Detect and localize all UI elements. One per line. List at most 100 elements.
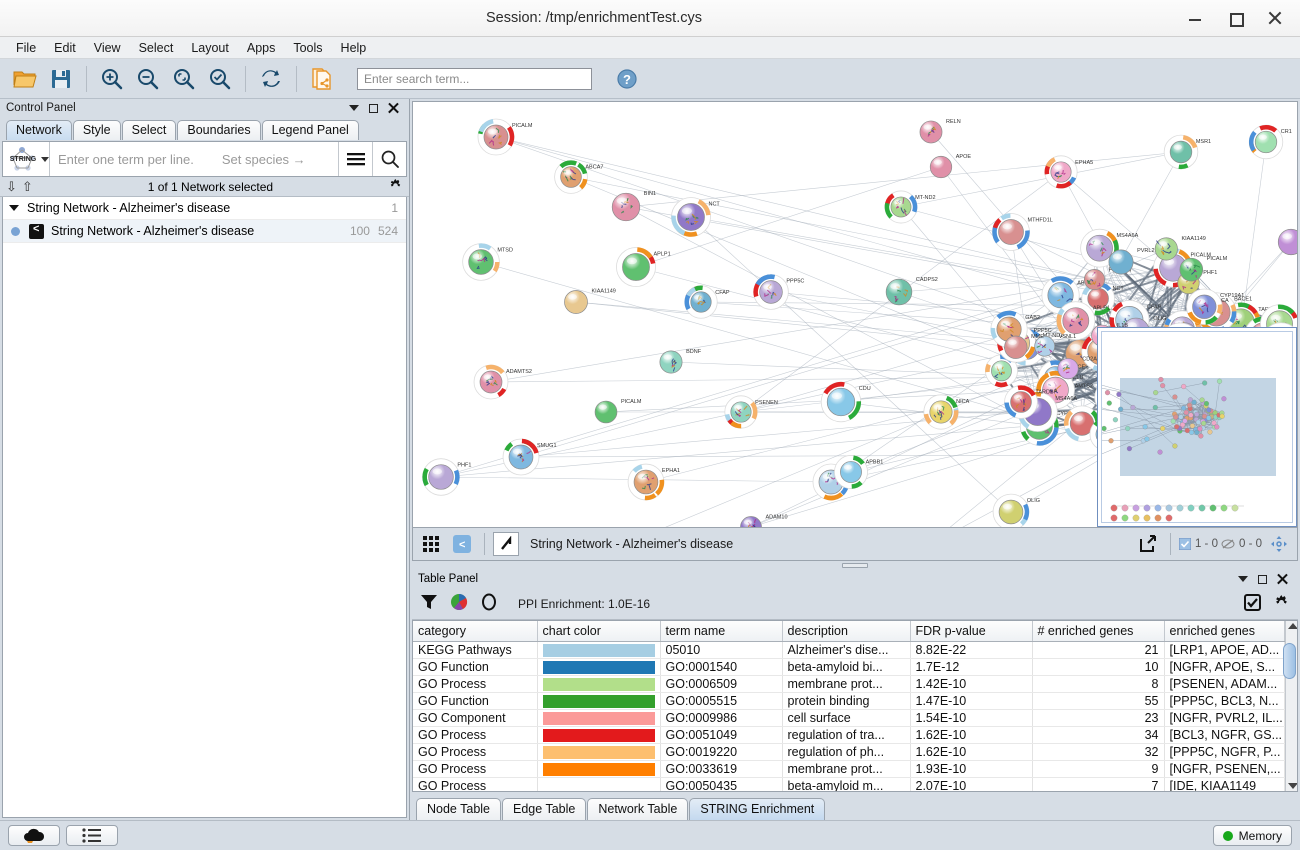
- cloud-icon[interactable]: [8, 825, 60, 846]
- control-panel-header: Control Panel: [0, 99, 409, 117]
- selection-status: 1 of 1 Network selected: [147, 179, 274, 194]
- scroll-down-icon[interactable]: [1288, 783, 1297, 789]
- string-logo-icon[interactable]: STRING: [3, 142, 43, 176]
- enrichment-table-body: KEGG Pathways 05010 Alzheimer's dise... 8.8…: [413, 641, 1285, 791]
- gear-icon[interactable]: [1273, 594, 1290, 614]
- chart-color-icon[interactable]: [450, 593, 468, 614]
- search-icon[interactable]: [373, 142, 406, 176]
- enrichment-table-scroll[interactable]: category chart color term name descripti…: [412, 620, 1298, 792]
- tab-style[interactable]: Style: [72, 120, 121, 140]
- hamburger-icon[interactable]: [339, 142, 372, 176]
- col-term-name[interactable]: term name: [660, 621, 783, 642]
- tree-root-label: String Network - Alzheimer's disease: [27, 201, 231, 215]
- menu-apps[interactable]: Apps: [246, 40, 276, 55]
- expand-collapse-icons[interactable]: ⇩ ⇧: [6, 179, 33, 195]
- tab-boundaries[interactable]: Boundaries: [177, 120, 261, 140]
- menu-edit[interactable]: Edit: [54, 40, 76, 55]
- float-panel-icon[interactable]: [369, 103, 378, 113]
- gear-icon[interactable]: [388, 178, 403, 196]
- annotation-icon[interactable]: [493, 532, 519, 556]
- zoom-out-icon[interactable]: [131, 63, 165, 95]
- memory-button[interactable]: Memory: [1212, 825, 1292, 846]
- splitter-grip[interactable]: [842, 563, 868, 568]
- tab-select[interactable]: Select: [121, 120, 177, 140]
- string-style-icon[interactable]: <: [448, 531, 476, 557]
- tab-edge-table[interactable]: Edge Table: [502, 798, 587, 820]
- tab-legend-panel[interactable]: Legend Panel: [261, 120, 359, 140]
- chevron-down-icon[interactable]: [1238, 576, 1248, 582]
- zoom-selected-icon[interactable]: [203, 63, 237, 95]
- chevron-down-icon[interactable]: [349, 105, 359, 111]
- circle-icon[interactable]: [480, 593, 498, 614]
- table-row[interactable]: GO Process GO:0019220 regulation of ph... 1…: [413, 743, 1285, 761]
- table-row[interactable]: GO Process GO:0051049 regulation of tra...…: [413, 726, 1285, 744]
- col-chart-color[interactable]: chart color: [537, 621, 661, 642]
- float-panel-icon[interactable]: [1258, 574, 1267, 584]
- svg-text:CFAP: CFAP: [715, 290, 730, 296]
- col-enriched-count[interactable]: # enriched genes: [1032, 621, 1165, 642]
- tab-string-enrichment[interactable]: STRING Enrichment: [689, 798, 826, 820]
- list-icon[interactable]: [66, 825, 118, 846]
- menu-help[interactable]: Help: [340, 40, 367, 55]
- table-row[interactable]: KEGG Pathways 05010 Alzheimer's dise... 8.8…: [413, 641, 1285, 659]
- tab-network[interactable]: Network: [6, 120, 72, 140]
- color-swatch: [542, 694, 655, 708]
- close-panel-icon[interactable]: [1277, 574, 1288, 585]
- help-icon[interactable]: ?: [610, 63, 644, 95]
- table-panel-header: Table Panel: [412, 570, 1298, 588]
- menu-layout[interactable]: Layout: [191, 40, 229, 55]
- zoom-fit-icon[interactable]: [167, 63, 201, 95]
- col-fdr-pvalue[interactable]: FDR p-value: [910, 621, 1033, 642]
- table-vertical-scrollbar[interactable]: [1283, 621, 1297, 791]
- table-row[interactable]: GO Component GO:0009986 cell surface 1.54E-…: [413, 709, 1285, 727]
- search-input[interactable]: Enter search term...: [357, 67, 592, 90]
- panel-splitter[interactable]: [410, 561, 1300, 570]
- save-icon[interactable]: [44, 63, 78, 95]
- maximize-icon[interactable]: [1228, 11, 1244, 27]
- tab-network-table[interactable]: Network Table: [587, 798, 689, 820]
- tree-child-row[interactable]: String Network - Alzheimer's disease 100…: [3, 220, 406, 243]
- string-term-input[interactable]: Enter one term per line. Set species →: [50, 152, 338, 167]
- col-category[interactable]: category: [413, 621, 538, 642]
- col-enriched-genes[interactable]: enriched genes: [1164, 621, 1285, 642]
- table-row[interactable]: GO Function GO:0001540 beta-amyloid bi... 1…: [413, 658, 1285, 676]
- grid-layout-icon[interactable]: [417, 531, 445, 557]
- close-icon[interactable]: [1268, 11, 1282, 25]
- cell-category: GO Process: [413, 675, 538, 693]
- tree-root-row[interactable]: String Network - Alzheimer's disease 1: [3, 197, 406, 220]
- birdseye-overview[interactable]: [1097, 327, 1297, 527]
- table-row[interactable]: GO Function GO:0005515 protein binding 1.47…: [413, 692, 1285, 710]
- scroll-up-icon[interactable]: [1288, 623, 1297, 629]
- close-panel-icon[interactable]: [388, 103, 399, 114]
- tab-node-table[interactable]: Node Table: [416, 798, 502, 820]
- checkbox-icon[interactable]: [1244, 593, 1261, 614]
- table-row[interactable]: GO Process GO:0050435 beta-amyloid m... 2.0…: [413, 777, 1285, 791]
- cell-chart-color: [537, 777, 661, 791]
- export-image-icon[interactable]: [1134, 531, 1162, 557]
- zoom-in-icon[interactable]: [95, 63, 129, 95]
- table-row[interactable]: GO Process GO:0006509 membrane prot... 1.42…: [413, 675, 1285, 693]
- menu-tools[interactable]: Tools: [293, 40, 323, 55]
- minimize-icon[interactable]: [1188, 11, 1202, 25]
- svg-text:PHF1: PHF1: [1203, 270, 1217, 276]
- menu-file[interactable]: File: [16, 40, 37, 55]
- open-folder-icon[interactable]: [8, 63, 42, 95]
- collapse-all-icon[interactable]: ⇩: [6, 178, 17, 194]
- scroll-thumb[interactable]: [1283, 643, 1296, 679]
- network-canvas[interactable]: MT-ND2MT-ND1VSNL1GAB2INS1IL1BCLUMMECYP19…: [412, 101, 1298, 528]
- fit-content-icon[interactable]: [1265, 531, 1293, 557]
- chevron-down-icon[interactable]: [9, 205, 19, 211]
- cell-enriched-count: 34: [1032, 726, 1165, 744]
- svg-text:PSENEN: PSENEN: [755, 400, 778, 406]
- col-description[interactable]: description: [782, 621, 911, 642]
- export-network-icon[interactable]: [305, 63, 339, 95]
- set-species-link[interactable]: Set species →: [221, 151, 306, 167]
- string-species-caret-icon[interactable]: [41, 156, 49, 162]
- menu-view[interactable]: View: [93, 40, 121, 55]
- expand-all-icon[interactable]: ⇧: [21, 178, 33, 194]
- menu-select[interactable]: Select: [138, 40, 174, 55]
- color-swatch: [542, 711, 655, 725]
- filter-icon[interactable]: [420, 593, 438, 614]
- refresh-icon[interactable]: [254, 63, 288, 95]
- table-row[interactable]: GO Process GO:0033619 membrane prot... 1.93…: [413, 760, 1285, 778]
